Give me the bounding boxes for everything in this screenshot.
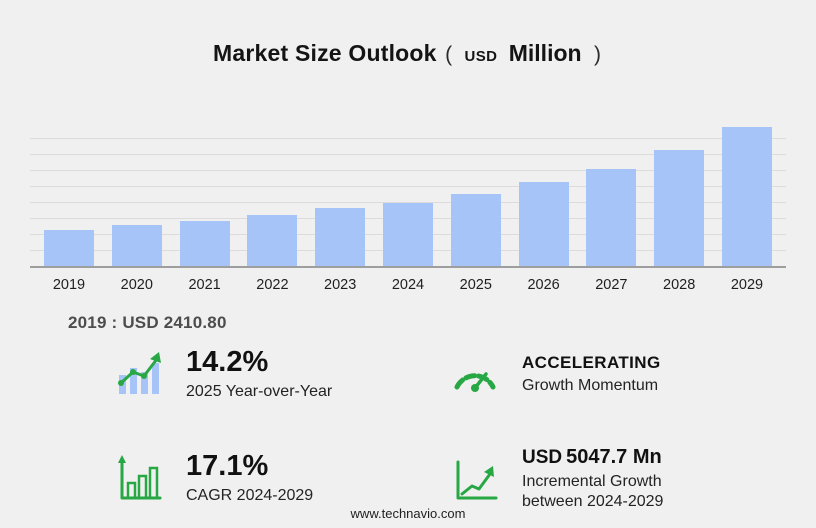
title-currency: USD [464, 48, 498, 65]
x-tick-2027: 2027 [595, 277, 628, 293]
bar-2025 [450, 193, 501, 266]
x-tick-2028: 2028 [663, 277, 696, 293]
bar-2024 [382, 202, 433, 266]
incremental-label-line2: between 2024-2029 [522, 492, 664, 510]
line-growth-axis-icon [448, 452, 502, 506]
x-axis-labels: 2019 2020 2021 2022 2023 2024 2025 2026 2027 2028… [30, 277, 786, 293]
bar-2026 [518, 182, 569, 266]
bar-2020 [111, 225, 162, 266]
base-year-value: 2019 : USD 2410.80 [68, 313, 227, 332]
speedometer-icon [448, 347, 502, 401]
technavio-link[interactable]: www.technavio.com [350, 506, 466, 521]
stat-incremental-text: USD 5047.7 Mn Incremental Growth between … [522, 446, 663, 512]
plot-area [30, 127, 786, 268]
stats-grid: 14.2% 2025 Year-over-Year ACCELERATING G… [112, 346, 663, 512]
incremental-label-line1: Incremental Growth [522, 472, 662, 490]
growth-bars-axis-icon [112, 452, 166, 506]
stat-yoy: 14.2% 2025 Year-over-Year [112, 346, 448, 402]
title-unit: Million [508, 40, 582, 66]
yoy-label: 2025 Year-over-Year [186, 382, 333, 400]
bar-2023 [315, 208, 366, 266]
x-tick-2020: 2020 [120, 277, 153, 293]
title-paren-close: ) [593, 43, 601, 66]
footer: www.technavio.com [0, 506, 816, 521]
bar-chart-trend-icon [112, 347, 166, 401]
x-tick-2026: 2026 [527, 277, 560, 293]
stat-yoy-text: 14.2% 2025 Year-over-Year [186, 346, 333, 402]
stat-cagr: 17.1% CAGR 2024-2029 [112, 446, 448, 512]
x-tick-2021: 2021 [188, 277, 221, 293]
x-tick-2024: 2024 [391, 277, 425, 293]
x-tick-2019: 2019 [52, 277, 86, 293]
incremental-amount: 5047.7 Mn [566, 445, 662, 468]
bar-2028 [654, 150, 705, 266]
incremental-currency: USD [522, 446, 563, 468]
cagr-label: CAGR 2024-2029 [186, 487, 314, 505]
stat-incremental: USD 5047.7 Mn Incremental Growth between … [448, 446, 663, 512]
bar-2019 [44, 229, 94, 266]
bar-2029 [721, 127, 772, 266]
x-tick-2023: 2023 [324, 277, 357, 293]
momentum-label: Growth Momentum [522, 376, 659, 394]
stat-cagr-text: 17.1% CAGR 2024-2029 [186, 450, 314, 506]
title-main: Market Size Outlook [213, 40, 437, 66]
bar-2021 [179, 221, 230, 266]
incremental-value: USD 5047.7 Mn [522, 446, 663, 469]
bar-chart: 2019 2020 2021 2022 2023 2024 2025 2026 2027 2028… [30, 127, 786, 293]
stat-momentum-text: ACCELERATING Growth Momentum [522, 353, 661, 396]
cagr-value: 17.1% [186, 450, 269, 483]
page-title: Market Size Outlook ( USD Million ) [0, 40, 816, 67]
bar-2027 [586, 168, 637, 266]
title-paren-open: ( [445, 43, 453, 66]
momentum-title: ACCELERATING [522, 352, 661, 372]
yoy-value: 14.2% [186, 346, 269, 378]
x-tick-2025: 2025 [459, 277, 492, 293]
stat-momentum: ACCELERATING Growth Momentum [448, 347, 663, 402]
bar-2022 [247, 214, 298, 266]
x-tick-2022: 2022 [256, 277, 289, 293]
x-tick-2029: 2029 [730, 277, 764, 293]
